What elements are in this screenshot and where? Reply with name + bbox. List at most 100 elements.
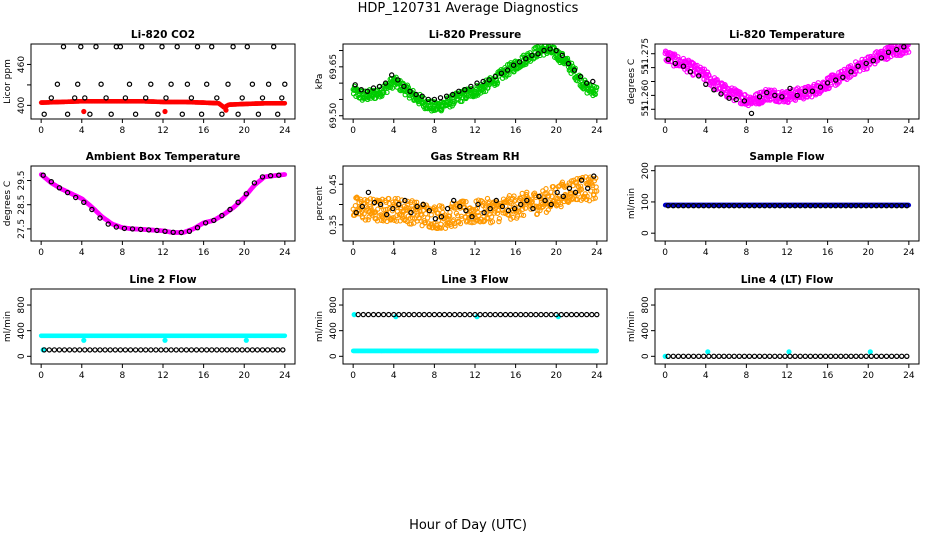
y-tick-label: 51.275 [641,38,651,69]
data-point [901,44,907,50]
data-point [379,196,386,202]
data-point [270,347,276,353]
data-point [214,347,220,353]
data-point [593,87,599,93]
y-tick-label: 0.45 [329,174,339,194]
data-point [371,199,378,206]
data-point [541,47,547,54]
data-point [249,81,256,87]
data-point [777,202,783,209]
data-point [424,215,431,221]
data-point [445,216,451,222]
data-point [756,202,763,209]
data-point [594,311,600,318]
data-point [777,353,783,359]
data-point [153,347,159,353]
data-point [523,311,529,318]
data-point [426,311,432,318]
x-tick-label: 4 [79,248,85,258]
data-point [137,347,144,353]
data-point [684,69,690,75]
data-point [163,95,169,101]
data-point [571,67,578,73]
data-point [87,111,93,117]
x-tick-label: 16 [198,371,210,381]
data-point [792,97,799,103]
data-point [883,353,890,359]
panel-marks [38,44,288,117]
data-point [208,44,215,50]
data-point [568,311,575,318]
data-point [92,347,98,353]
data-point [590,78,596,85]
x-tick-label: 0 [350,371,356,381]
x-tick-label: 4 [79,371,85,381]
x-tick-label: 12 [781,371,792,381]
data-point [475,201,481,208]
y-axis-label: Licor ppm [3,59,13,104]
data-point [358,86,364,93]
data-point [756,94,763,100]
data-point [493,197,499,204]
data-point [584,193,590,199]
data-point [93,44,99,50]
data-point [235,111,241,117]
data-point [122,347,129,353]
data-point [198,347,205,353]
x-tick-label: 4 [391,126,397,136]
data-point [138,44,145,50]
data-point [87,347,93,353]
data-point [685,202,692,209]
data-point [162,108,168,115]
data-point [772,353,778,359]
y-axis-label: kPa [315,74,325,90]
data-point [797,353,803,359]
series-2 [665,353,910,359]
data-point [824,80,831,86]
panel-marks [350,311,600,354]
data-point [905,44,911,48]
data-point [764,89,770,96]
data-point [840,74,846,81]
figure-title: HDP_120731 Average Diagnostics [357,1,579,16]
data-point [446,311,453,318]
data-point [450,91,456,98]
data-point [418,211,424,217]
data-point [578,183,584,189]
data-point [543,186,549,192]
data-point [665,202,671,209]
data-point [390,205,396,212]
data-point [838,353,844,359]
x-tick-label: 24 [279,126,291,136]
data-point [380,311,387,318]
data-point [680,202,687,209]
data-point [276,172,282,178]
series-1 [38,99,288,110]
data-point [103,95,109,101]
data-point [254,347,261,353]
data-point [511,205,518,212]
data-point [56,347,63,353]
x-tick-label: 24 [903,126,915,136]
data-point [748,110,755,117]
panel-title: Sample Flow [749,151,824,163]
data-point [194,44,201,50]
data-point [782,202,788,209]
data-point [523,56,529,62]
data-point [815,80,821,86]
data-point [174,44,180,50]
data-point [203,81,210,87]
data-point [186,228,193,234]
data-point [360,311,366,318]
data-point [762,202,768,209]
data-point [364,88,371,95]
x-tick-label: 12 [781,126,792,136]
data-point [386,311,392,318]
data-point [158,347,164,353]
data-point [838,202,844,209]
data-point [665,58,672,65]
data-point [528,311,534,318]
y-tick-label: 0 [641,353,651,359]
data-point [399,197,405,203]
x-tick-label: 12 [157,126,168,136]
